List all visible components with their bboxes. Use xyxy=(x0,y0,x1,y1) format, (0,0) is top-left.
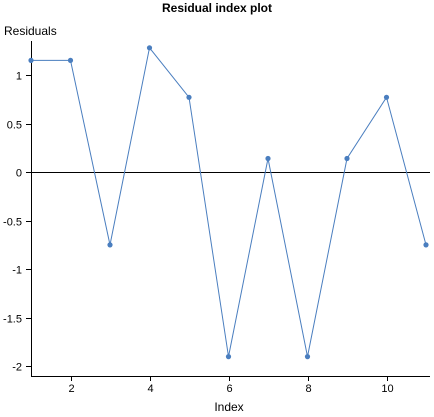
x-tick-label: 2 xyxy=(68,383,74,395)
series-layer xyxy=(28,45,430,360)
data-point xyxy=(383,94,390,100)
data-point xyxy=(225,354,232,360)
y-tick-label: 0 xyxy=(16,168,22,180)
y-axis-label: Residuals xyxy=(4,24,57,38)
y-tick-label: 0.5 xyxy=(7,120,22,132)
data-point xyxy=(186,94,192,100)
data-point xyxy=(28,57,34,64)
y-tick-label: -0.5 xyxy=(3,217,22,229)
x-tick-label: 6 xyxy=(226,383,232,395)
data-point xyxy=(146,45,153,51)
y-tick-label: -1.5 xyxy=(3,314,22,326)
x-tick-label: 10 xyxy=(381,383,393,395)
y-tick-label: -2 xyxy=(12,362,22,374)
data-point xyxy=(344,155,350,162)
chart-title: Residual index plot xyxy=(162,1,272,15)
data-point xyxy=(107,242,113,248)
y-tick-label: 1 xyxy=(16,71,22,83)
x-tick-label: 4 xyxy=(147,383,153,395)
residual-series-line xyxy=(31,46,427,357)
data-point xyxy=(67,57,74,64)
x-axis-label: Index xyxy=(214,400,243,414)
data-point xyxy=(423,242,429,248)
data-point xyxy=(304,354,311,360)
x-tick-label: 8 xyxy=(305,383,311,395)
ticks-layer: 1 0.5 0 -0.5 -1 -1.5 -2 2 4 6 8 10 xyxy=(3,71,394,396)
data-point xyxy=(265,155,271,162)
y-tick-label: -1 xyxy=(12,265,22,277)
